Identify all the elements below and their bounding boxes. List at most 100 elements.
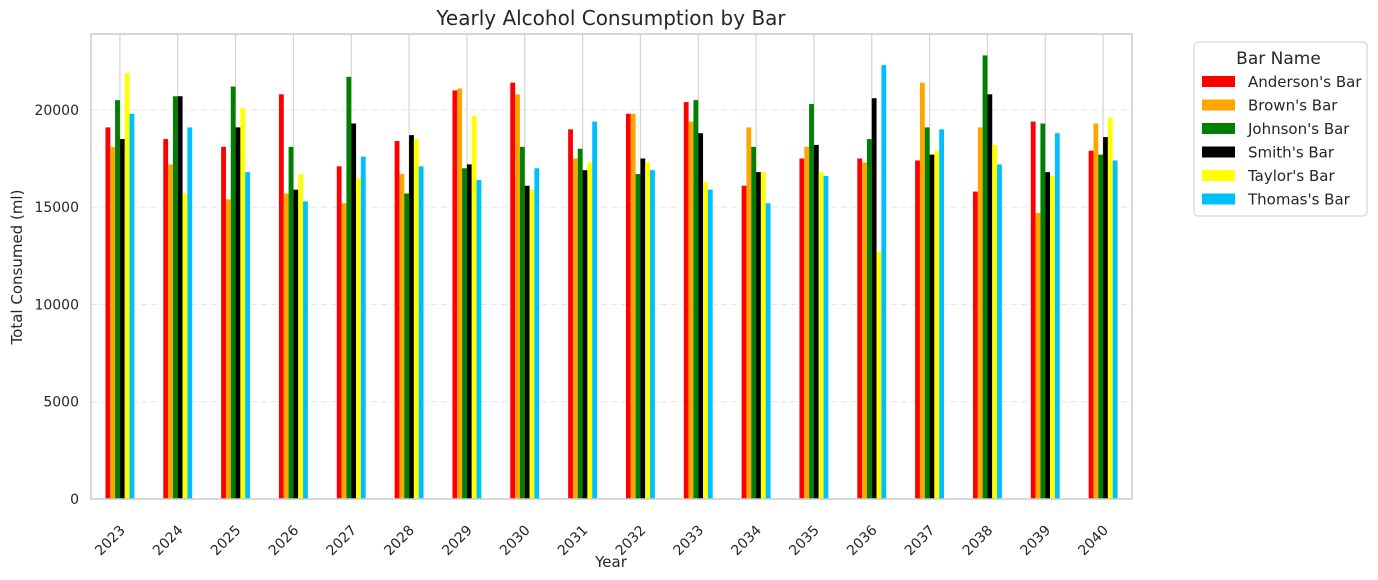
bar xyxy=(303,201,308,499)
bar xyxy=(1050,176,1055,499)
bar xyxy=(168,164,173,500)
legend-label: Anderson's Bar xyxy=(1248,73,1362,91)
bar xyxy=(698,133,704,500)
legend-label: Johnson's Bar xyxy=(1247,120,1350,138)
bar xyxy=(625,113,631,500)
bar xyxy=(683,102,689,499)
x-tick-label: 2030 xyxy=(497,523,534,560)
bar xyxy=(862,162,867,499)
bar xyxy=(977,127,983,499)
bar xyxy=(404,193,410,500)
plot-frame xyxy=(90,33,1133,500)
bar xyxy=(1103,137,1108,499)
bar xyxy=(857,158,863,499)
bar xyxy=(813,144,819,499)
bar xyxy=(703,181,708,499)
bar xyxy=(1112,160,1118,499)
bar xyxy=(476,179,482,500)
legend-swatch xyxy=(1202,76,1235,87)
bar xyxy=(394,141,400,499)
bar xyxy=(418,166,424,500)
bar xyxy=(399,174,405,499)
bar xyxy=(741,185,747,499)
bar xyxy=(235,127,241,499)
bar xyxy=(225,199,231,499)
y-tick-label: 15000 xyxy=(34,200,79,216)
bar xyxy=(187,127,193,499)
x-tick-label: 2025 xyxy=(208,523,245,560)
bar xyxy=(929,154,935,499)
y-axis-label: Total Consumed (ml) xyxy=(8,190,26,346)
bar xyxy=(1035,213,1041,499)
x-tick-label: 2039 xyxy=(1018,523,1055,560)
bar xyxy=(163,139,169,499)
bar xyxy=(640,158,646,499)
bar xyxy=(1107,117,1113,499)
bar xyxy=(510,82,516,499)
bar xyxy=(356,177,361,499)
bar xyxy=(1045,172,1051,499)
bar xyxy=(1040,123,1046,499)
bar xyxy=(934,150,940,500)
x-tick-label: 2028 xyxy=(381,523,418,560)
legend-box xyxy=(1193,41,1368,217)
bar xyxy=(457,88,463,499)
bar xyxy=(924,127,930,499)
bar xyxy=(471,115,477,499)
x-tick-label: 2040 xyxy=(1075,523,1112,560)
bar xyxy=(221,146,226,499)
bars xyxy=(105,55,1118,500)
bar xyxy=(298,174,304,499)
bar xyxy=(997,164,1002,500)
bar xyxy=(172,96,178,499)
x-tick-label: 2035 xyxy=(786,523,823,560)
bar xyxy=(592,121,598,500)
bar xyxy=(582,170,588,499)
bar xyxy=(939,129,945,499)
bar xyxy=(466,164,472,500)
bar xyxy=(336,166,342,500)
bar xyxy=(177,96,183,499)
bar xyxy=(283,193,289,500)
bar xyxy=(919,82,925,499)
bar xyxy=(707,189,713,499)
x-tick-label: 2033 xyxy=(671,523,708,560)
bar xyxy=(809,104,814,499)
x-tick-label: 2027 xyxy=(324,523,361,560)
legend-label: Taylor's Bar xyxy=(1247,167,1335,185)
bar xyxy=(524,185,530,499)
legend-swatch xyxy=(1202,123,1235,134)
bar xyxy=(1093,123,1099,499)
bar xyxy=(756,172,761,499)
bar xyxy=(115,100,120,500)
bar xyxy=(119,139,125,499)
bar xyxy=(804,146,810,499)
bar xyxy=(346,76,352,500)
bar xyxy=(650,170,655,499)
bar xyxy=(881,65,887,499)
bar xyxy=(799,158,805,499)
x-tick-label: 2029 xyxy=(439,523,476,560)
bar xyxy=(760,172,766,499)
bar xyxy=(871,98,877,500)
x-tick-label: 2038 xyxy=(960,523,997,560)
bar xyxy=(1030,121,1036,500)
bar xyxy=(105,127,111,499)
bar xyxy=(693,100,699,500)
bar xyxy=(129,113,135,500)
bar xyxy=(240,107,246,500)
bar xyxy=(230,86,236,499)
bar xyxy=(992,144,998,499)
x-tick-label: 2023 xyxy=(92,523,129,560)
bar xyxy=(1054,133,1060,500)
bar xyxy=(866,139,872,499)
bar xyxy=(413,139,419,499)
bar xyxy=(572,158,578,499)
x-tick-label: 2037 xyxy=(902,523,939,560)
bar xyxy=(568,129,573,499)
legend: Bar Name Anderson's Bar Brown's Bar Johnson… xyxy=(1193,41,1368,217)
bar xyxy=(278,94,284,499)
bar xyxy=(452,90,458,500)
bar xyxy=(245,172,251,499)
